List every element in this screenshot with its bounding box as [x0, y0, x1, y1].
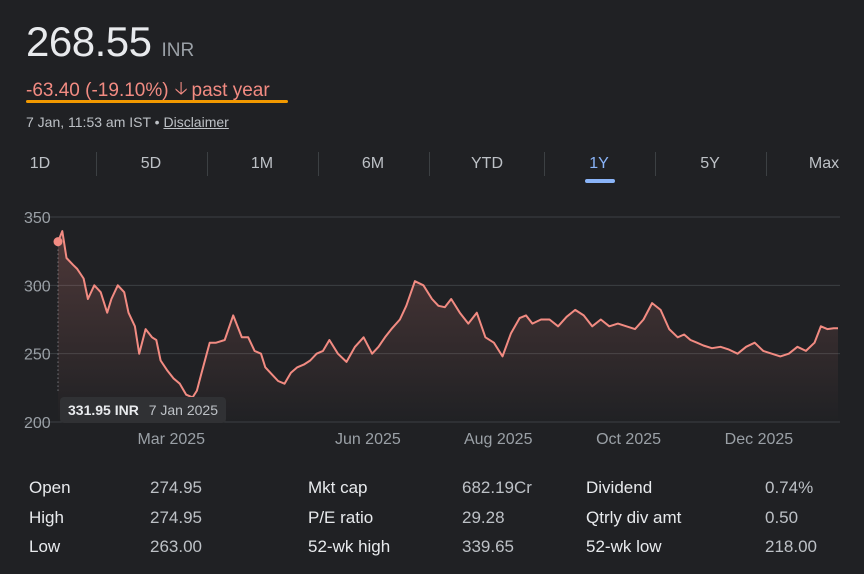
timestamp: 7 Jan, 11:53 am IST: [26, 114, 151, 130]
stat-label: 52-wk high: [308, 537, 391, 556]
price-change: -63.40 (-19.10%) 🡣 past year: [26, 76, 270, 106]
stat-label: Dividend: [586, 478, 653, 497]
current-price: 268.55: [26, 18, 152, 65]
tab-divider: [96, 152, 97, 176]
tab-6m[interactable]: 6M: [361, 155, 385, 172]
quote-meta: 7 Jan, 11:53 am IST • Disclaimer: [26, 114, 229, 130]
tab-5d[interactable]: 5D: [140, 155, 162, 172]
tab-ytd[interactable]: YTD: [471, 155, 503, 172]
x-tick-label: Oct 2025: [596, 431, 661, 448]
tab-1m[interactable]: 1M: [250, 155, 274, 172]
tooltip-value: 331.95 INR: [68, 402, 139, 418]
tab-divider: [429, 152, 430, 176]
active-tab-indicator: [585, 179, 615, 183]
stat-label: Low: [29, 537, 61, 556]
tab-divider: [655, 152, 656, 176]
tab-1y[interactable]: 1Y: [559, 150, 639, 183]
x-tick-label: Aug 2025: [464, 431, 533, 448]
tab-divider: [766, 152, 767, 176]
y-tick-label: 350: [24, 210, 51, 227]
arrow-down-icon: 🡣: [174, 78, 188, 98]
x-tick-label: Mar 2025: [137, 431, 205, 448]
change-period: past year: [191, 80, 270, 101]
stat-label: 52-wk low: [586, 537, 662, 556]
price-chart[interactable]: 200 250 300 350 Mar 2025 Jun 2025 Aug 2025 Oct…: [0, 200, 864, 455]
tab-divider: [544, 152, 545, 176]
tab-1d[interactable]: 1D: [29, 155, 51, 172]
stat-label: Mkt cap: [308, 478, 368, 497]
separator-dot: •: [154, 114, 164, 130]
price-header: 268.55 INR: [26, 18, 194, 66]
stat-value: 274.95: [150, 478, 202, 497]
y-tick-label: 250: [24, 347, 51, 364]
chart-tooltip: 331.95 INR 7 Jan 2025: [60, 397, 227, 423]
stat-label: P/E ratio: [308, 508, 374, 527]
stat-label: High: [29, 508, 64, 527]
x-tick-label: Dec 2025: [725, 431, 794, 448]
y-tick-label: 200: [24, 415, 51, 432]
stat-value: 263.00: [150, 537, 202, 556]
x-tick-label: Jun 2025: [335, 431, 401, 448]
stat-value: 682.19Cr: [462, 478, 532, 497]
tab-divider: [207, 152, 208, 176]
range-tabs: 1D 5D 1M 6M YTD 1Y 5Y Max: [0, 150, 864, 186]
tab-divider: [318, 152, 319, 176]
currency-label: INR: [161, 40, 195, 61]
stat-value: 339.65: [462, 537, 514, 556]
stat-value: 218.00: [765, 537, 817, 556]
start-point: [53, 237, 63, 247]
stat-label: Open: [29, 478, 71, 497]
stat-value: 29.28: [462, 508, 505, 527]
stat-label: Qtrly div amt: [586, 508, 682, 527]
stat-value: 0.50: [765, 508, 799, 527]
price-area: [58, 231, 838, 422]
tab-max[interactable]: Max: [808, 155, 840, 172]
tooltip-date: 7 Jan 2025: [148, 402, 219, 418]
stat-value: 274.95: [150, 508, 202, 527]
tab-5y[interactable]: 5Y: [700, 155, 720, 172]
stat-value: 0.74%: [765, 478, 814, 497]
disclaimer-link[interactable]: Disclaimer: [163, 114, 229, 130]
price-line: [57, 230, 838, 399]
y-tick-label: 300: [24, 278, 51, 295]
change-underline: [26, 100, 288, 103]
change-value: -63.40 (-19.10%): [26, 80, 169, 101]
